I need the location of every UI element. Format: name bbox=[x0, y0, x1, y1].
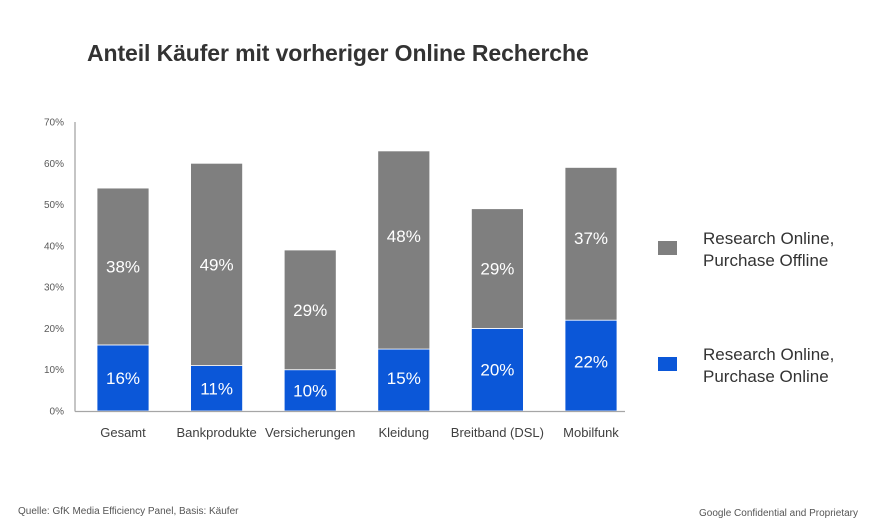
source-note: Quelle: GfK Media Efficiency Panel, Basi… bbox=[18, 506, 239, 517]
legend-label-online: Research Online, Purchase Online bbox=[703, 345, 835, 386]
bars: 16% 38% 11% 49% 10% 29% 15% 48% 20% 29% 22% 37% bbox=[96, 150, 618, 412]
confidential-note: Google Confidential and Proprietary bbox=[699, 508, 858, 519]
x-tick-label: Breitband (DSL) bbox=[451, 425, 544, 440]
legend-label-offline: Research Online, Purchase Offline bbox=[703, 229, 835, 270]
x-tick-label: Gesamt bbox=[100, 425, 146, 440]
bar-segment-offline bbox=[470, 208, 524, 329]
bar-segment-online bbox=[96, 344, 150, 412]
bar-segment-offline bbox=[283, 249, 337, 371]
data-label-online: 22% bbox=[574, 353, 608, 372]
data-label-online: 15% bbox=[387, 369, 421, 388]
y-axis: 0% 10% 20% 30% 40% 50% 60% 70% bbox=[44, 118, 76, 418]
bar-segment-offline bbox=[190, 162, 244, 366]
data-label-offline: 29% bbox=[480, 260, 514, 279]
data-label-offline: 38% bbox=[106, 258, 140, 277]
data-label-offline: 49% bbox=[200, 255, 234, 274]
data-label-online: 11% bbox=[200, 379, 233, 398]
bar-segment-offline bbox=[96, 187, 150, 346]
data-label-online: 16% bbox=[106, 369, 140, 388]
x-tick-label: Versicherungen bbox=[265, 425, 355, 440]
data-label-online: 20% bbox=[480, 361, 514, 380]
legend-swatch-online bbox=[658, 357, 677, 371]
data-label-online: 10% bbox=[293, 381, 327, 400]
x-tick-label: Kleidung bbox=[378, 425, 429, 440]
bar-segment-offline bbox=[564, 167, 618, 321]
data-label-offline: 48% bbox=[387, 227, 421, 246]
y-tick-label: 20% bbox=[44, 324, 64, 335]
data-label-offline: 37% bbox=[574, 229, 608, 248]
x-tick-label: Bankprodukte bbox=[176, 425, 256, 440]
y-tick-label: 40% bbox=[44, 241, 64, 252]
bar-segment-offline bbox=[377, 150, 431, 350]
y-tick-label: 0% bbox=[50, 407, 65, 418]
bar-segment-online bbox=[564, 319, 618, 412]
y-tick-label: 70% bbox=[44, 118, 64, 129]
data-label-offline: 29% bbox=[293, 301, 327, 320]
y-tick-label: 50% bbox=[44, 200, 64, 211]
y-tick-label: 60% bbox=[44, 159, 64, 170]
y-tick-label: 30% bbox=[44, 283, 64, 294]
chart-title: Anteil Käufer mit vorheriger Online Rech… bbox=[87, 40, 589, 66]
y-tick-label: 10% bbox=[44, 365, 64, 376]
x-axis: Gesamt Bankprodukte Versicherungen Kleidung… bbox=[75, 410, 625, 440]
legend-swatch-offline bbox=[658, 241, 677, 255]
bar-segment-online bbox=[470, 328, 524, 412]
bar-segment-online bbox=[283, 369, 337, 412]
x-tick-label: Mobilfunk bbox=[563, 425, 619, 440]
